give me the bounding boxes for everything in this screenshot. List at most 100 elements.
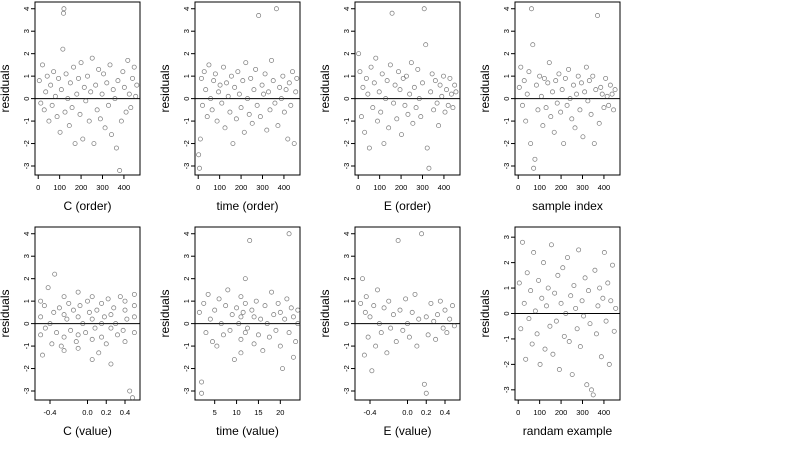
data-point xyxy=(257,114,263,120)
data-point xyxy=(216,89,222,95)
data-point xyxy=(371,80,377,86)
data-point xyxy=(61,312,67,318)
data-point xyxy=(40,352,45,358)
data-point xyxy=(550,351,556,357)
data-point xyxy=(284,296,290,302)
data-point xyxy=(122,298,128,304)
data-point xyxy=(605,280,611,286)
data-point xyxy=(282,316,288,322)
data-point xyxy=(408,60,414,66)
data-point xyxy=(61,294,67,300)
data-point xyxy=(559,87,565,93)
data-point xyxy=(122,339,128,345)
data-point xyxy=(52,271,58,277)
data-point xyxy=(238,336,244,342)
data-point xyxy=(230,141,236,146)
data-point xyxy=(577,107,583,113)
data-point xyxy=(288,305,294,311)
y-axis-label: residuals xyxy=(478,289,492,337)
data-point xyxy=(358,300,364,306)
y-tick-label: -2 xyxy=(182,365,191,372)
data-point xyxy=(281,109,287,115)
data-point xyxy=(277,309,283,315)
data-point xyxy=(537,73,543,79)
data-point xyxy=(67,80,73,86)
data-point xyxy=(437,298,443,304)
data-point xyxy=(61,10,66,16)
x-tick-label: 0 xyxy=(196,183,200,192)
x-tick-label: 300 xyxy=(96,183,109,192)
data-point xyxy=(523,118,529,124)
data-point xyxy=(573,305,579,311)
data-point xyxy=(86,309,92,315)
data-point xyxy=(590,73,596,79)
y-tick-label: -2 xyxy=(22,140,31,147)
data-point xyxy=(365,91,371,97)
data-point xyxy=(584,382,590,388)
data-point xyxy=(124,316,130,322)
data-point xyxy=(432,78,438,84)
data-point xyxy=(88,89,94,95)
data-point xyxy=(428,300,434,306)
data-point xyxy=(295,307,301,313)
data-point xyxy=(51,69,57,75)
data-points xyxy=(196,6,300,171)
data-point xyxy=(264,127,270,133)
data-point xyxy=(537,361,543,367)
data-point xyxy=(528,288,534,294)
data-point xyxy=(105,296,111,302)
x-axis-label: time (value) xyxy=(216,424,279,438)
data-point xyxy=(81,84,87,90)
data-point xyxy=(102,125,108,131)
data-point xyxy=(103,341,109,347)
data-point xyxy=(612,87,618,93)
scatter-panel-8: 0 100 200 300 400 -3 -2 -1 0 1 2 3 randam example res… xyxy=(478,226,621,438)
x-tick-label: 0 xyxy=(36,183,40,192)
data-point xyxy=(562,75,568,81)
data-point xyxy=(286,330,292,336)
x-tick-label: 400 xyxy=(438,183,451,192)
data-point xyxy=(40,62,45,68)
data-point xyxy=(58,343,64,349)
data-point xyxy=(251,341,257,347)
data-point xyxy=(373,343,379,349)
data-point xyxy=(214,343,220,349)
data-point xyxy=(413,105,419,111)
data-point xyxy=(41,107,47,113)
data-point xyxy=(361,352,367,358)
data-point xyxy=(238,350,244,356)
data-point xyxy=(89,357,95,363)
data-point xyxy=(243,60,249,66)
data-point xyxy=(108,312,114,318)
data-point xyxy=(569,116,575,122)
data-point xyxy=(453,89,459,95)
plot-frame xyxy=(514,1,621,176)
data-point xyxy=(550,89,555,95)
data-point xyxy=(560,265,566,271)
data-point xyxy=(201,69,207,75)
x-tick-label: 400 xyxy=(598,408,611,417)
data-point xyxy=(591,141,597,146)
data-point xyxy=(115,332,120,338)
y-tick-label: 2 xyxy=(502,261,511,265)
data-point xyxy=(107,62,113,68)
data-point xyxy=(247,238,253,243)
data-point xyxy=(221,64,226,70)
y-tick-label: 0 xyxy=(502,311,511,315)
data-point xyxy=(384,78,390,84)
data-point xyxy=(545,80,551,86)
y-tick-label: 1 xyxy=(502,286,511,290)
data-point xyxy=(273,327,279,333)
data-point xyxy=(38,332,44,338)
data-point xyxy=(270,78,276,84)
data-point xyxy=(49,102,55,108)
x-tick-label: 100 xyxy=(533,183,546,192)
y-tick-label: 4 xyxy=(22,7,31,11)
data-point xyxy=(532,156,538,162)
data-point xyxy=(523,356,529,362)
y-tick-label: 3 xyxy=(342,254,351,258)
data-point xyxy=(450,303,455,309)
data-point xyxy=(566,66,572,72)
data-points xyxy=(516,239,619,398)
